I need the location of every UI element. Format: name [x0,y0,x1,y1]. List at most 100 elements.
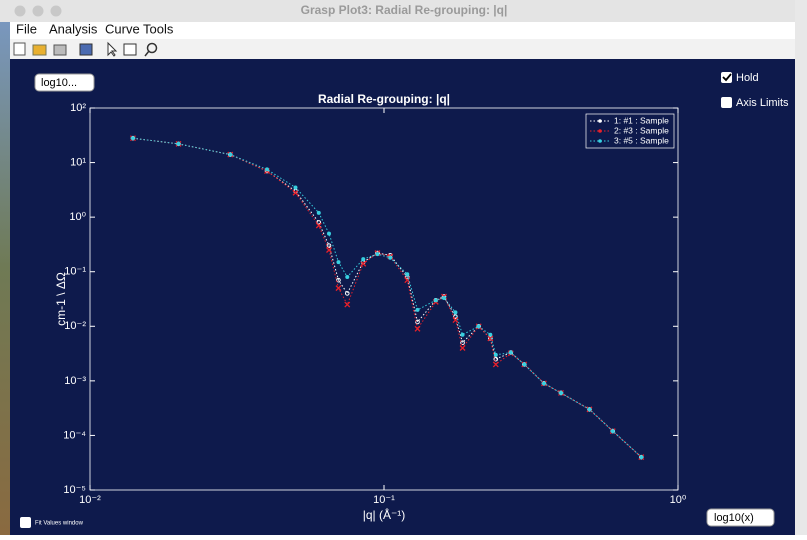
new-icon[interactable] [13,42,26,56]
open-icon[interactable] [32,44,47,56]
marker [476,324,481,329]
y-tick-label: 10¹ [70,156,86,168]
plot: Radial Re-grouping: |q| |q| (Å⁻¹) cm-1 \… [54,92,687,522]
y-tick-label: 10⁻⁴ [63,429,86,441]
series-line [132,137,642,458]
x-scale-dropdown[interactable] [706,508,775,527]
marker [442,295,447,300]
x-scale-value: log10(x) [714,512,754,524]
legend-label: 2: #3 : Sample [614,125,669,135]
marker [388,255,393,260]
menu-item[interactable]: Analysis [49,21,98,36]
print-icon[interactable] [53,44,67,56]
zoom-button[interactable] [50,5,62,17]
marker [405,272,410,277]
marker [265,167,270,172]
plot-frame [89,107,679,491]
hold-label: Hold [736,72,759,84]
marker [315,222,322,229]
marker [493,352,498,357]
marker [316,210,321,215]
marker [326,247,332,253]
marker [415,307,420,312]
x-tick-label: 10⁻¹ [373,494,395,506]
menu-bar [10,22,795,39]
x-tick-label: 10⁰ [670,494,687,506]
close-button[interactable] [14,5,26,17]
marker [508,350,513,355]
zoom-icon-handle [144,50,150,57]
fit-values-label: Fit Values window [35,521,84,527]
marker [414,325,421,332]
y-tick-label: 10⁻³ [64,375,86,387]
marker [336,260,341,265]
marker [344,301,351,308]
marker [292,189,299,196]
marker [559,390,564,395]
y-tick-label: 10² [70,102,86,114]
series-line [132,137,642,458]
marker [344,291,350,296]
legend-label: 3: #5 : Sample [614,135,669,145]
marker [176,141,181,146]
y-tick-label: 10⁻² [64,320,86,332]
marker [460,332,465,337]
marker [293,185,298,190]
marker [493,356,499,362]
y-tick-label: 10⁻¹ [64,266,86,278]
marker [460,340,465,346]
marker [639,455,644,460]
y-tick-label: 10⁰ [69,211,86,223]
fit-values-checkbox[interactable] [20,517,31,528]
y-scale-dropdown[interactable] [34,73,95,92]
marker [326,231,331,236]
menu-item[interactable]: File [16,21,37,36]
marker [488,332,493,337]
legend-marker [598,129,602,133]
marker [415,319,420,325]
marker [335,285,342,292]
marker [522,362,527,367]
minimize-button[interactable] [32,5,44,17]
chart-title: Radial Re-grouping: |q| [318,92,450,106]
marker [541,381,546,386]
x-axis-label: |q| (Å⁻¹) [363,507,406,522]
series-line [132,137,642,458]
title-bar [0,0,795,22]
legend-marker [598,119,602,123]
axis-limits-label: Axis Limits [736,97,789,109]
zoom-icon[interactable] [146,42,158,54]
marker [375,252,380,257]
hold-check [722,73,732,82]
save-icon[interactable] [79,43,93,56]
y-tick-label: 10⁻⁵ [63,484,86,496]
marker [459,345,466,351]
toolbar [10,39,795,59]
marker [326,243,332,248]
marker [487,335,494,342]
marker [610,429,615,434]
y-axis-label: cm-1 \ ΔΩ [54,272,68,326]
menu-item[interactable]: Curve Tools [105,21,174,36]
axis-limits-checkbox[interactable] [721,97,732,108]
marker [336,277,341,283]
marker [228,152,233,157]
legend-label: 1: #1 : Sample [614,115,669,125]
y-scale-value: log10... [41,77,77,89]
window-title: Grasp Plot3: Radial Re-grouping: |q| [301,3,508,17]
marker [433,298,438,303]
marker [360,260,367,267]
pointer-icon[interactable] [107,41,118,57]
marker [587,407,592,412]
marker [345,275,350,280]
marker [452,317,459,324]
marker [492,361,499,368]
x-tick-label: 10⁻² [79,494,101,506]
marker [453,310,458,315]
panel-icon[interactable] [123,43,137,56]
marker [130,136,135,141]
background-window [795,0,807,535]
legend-marker [598,139,602,143]
